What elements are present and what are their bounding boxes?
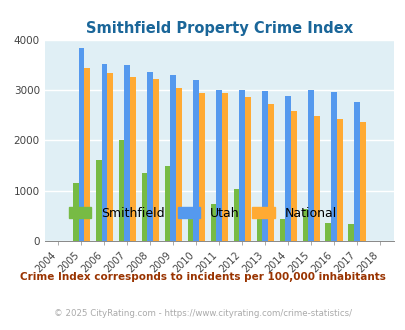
Bar <box>285 96 290 241</box>
Bar <box>245 97 250 241</box>
Bar <box>330 92 336 241</box>
Bar <box>222 93 227 241</box>
Text: Crime Index corresponds to incidents per 100,000 inhabitants: Crime Index corresponds to incidents per… <box>20 272 385 282</box>
Bar <box>198 93 205 241</box>
Bar <box>233 188 239 241</box>
Text: © 2025 CityRating.com - https://www.cityrating.com/crime-statistics/: © 2025 CityRating.com - https://www.city… <box>54 309 351 318</box>
Bar <box>307 90 313 241</box>
Bar <box>96 160 101 241</box>
Legend: Smithfield, Utah, National: Smithfield, Utah, National <box>64 202 341 225</box>
Bar <box>262 91 267 241</box>
Bar <box>78 48 84 241</box>
Bar <box>176 88 181 241</box>
Bar <box>170 75 176 241</box>
Bar <box>153 79 158 241</box>
Bar <box>187 211 193 241</box>
Bar <box>107 73 113 241</box>
Bar <box>72 183 78 241</box>
Bar <box>267 104 273 241</box>
Bar <box>353 102 359 241</box>
Bar <box>347 224 353 241</box>
Bar <box>239 90 245 241</box>
Bar <box>336 118 342 241</box>
Bar <box>359 122 365 241</box>
Bar <box>256 214 262 241</box>
Bar <box>193 81 198 241</box>
Bar <box>130 77 136 241</box>
Bar <box>164 166 170 241</box>
Bar <box>124 65 130 241</box>
Bar <box>302 209 307 241</box>
Title: Smithfield Property Crime Index: Smithfield Property Crime Index <box>85 21 352 36</box>
Bar <box>313 116 319 241</box>
Bar <box>101 64 107 241</box>
Bar <box>279 219 285 241</box>
Bar <box>141 173 147 241</box>
Bar <box>325 223 330 241</box>
Bar <box>147 72 153 241</box>
Bar <box>290 111 296 241</box>
Bar <box>210 204 216 241</box>
Bar <box>216 90 222 241</box>
Bar <box>84 68 90 241</box>
Bar <box>118 140 124 241</box>
